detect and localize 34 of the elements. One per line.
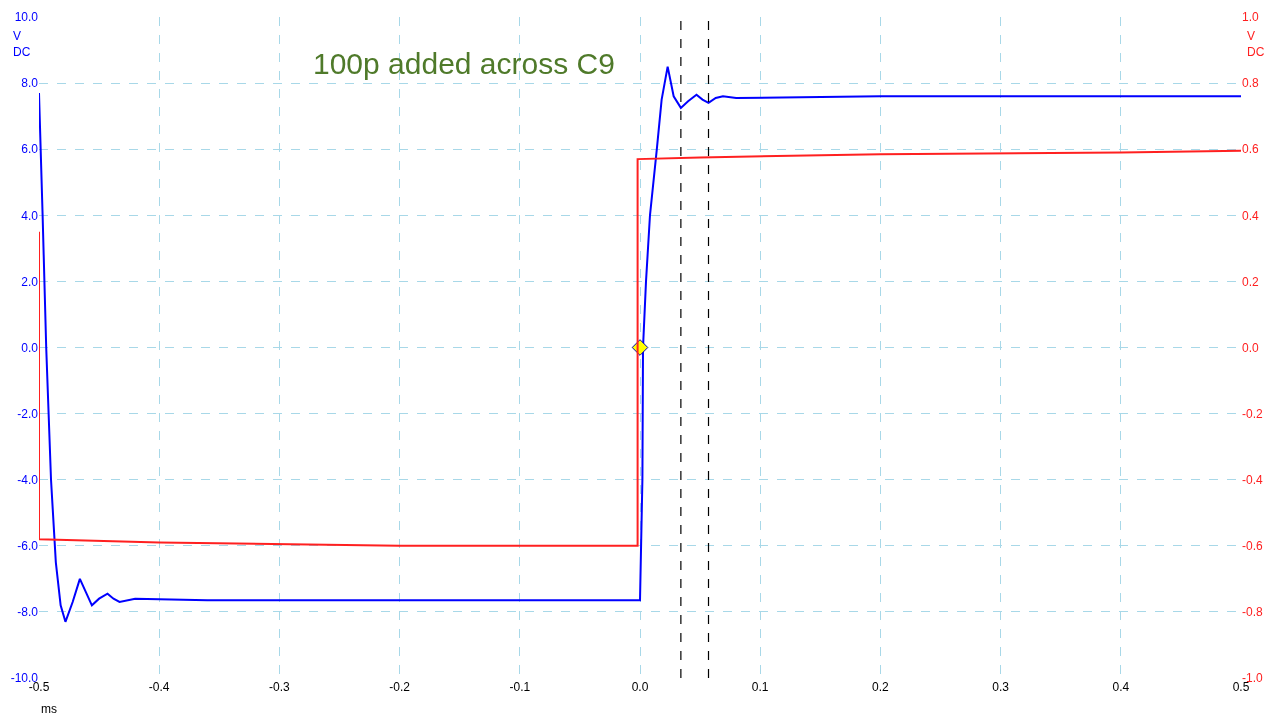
y-axis-title: V DC xyxy=(13,29,31,59)
y2-tick-label: 0.4 xyxy=(1242,208,1260,223)
y-tick-label: 6.0 xyxy=(21,142,39,157)
x-tick-label: -0.3 xyxy=(269,680,291,694)
y-tick-label: 10.0 xyxy=(14,10,39,25)
y-tick-label: 2.0 xyxy=(21,274,39,289)
x-tick-label: -0.1 xyxy=(509,680,531,694)
x-tick-label: 0.3 xyxy=(992,680,1010,694)
y-tick-label: -8.0 xyxy=(17,605,39,620)
y2-tick-label: -0.4 xyxy=(1242,472,1263,487)
x-tick-label: 0.4 xyxy=(1112,680,1130,694)
y2-tick-label: 0.6 xyxy=(1242,142,1260,157)
y-tick-label: -6.0 xyxy=(17,539,39,553)
y-tick-label: 8.0 xyxy=(21,76,39,91)
y2-tick-label: -0.8 xyxy=(1242,605,1263,620)
line-series xyxy=(39,149,1241,547)
y2-tick-label: 1.0 xyxy=(1242,10,1260,25)
x-tick-label: 0.0 xyxy=(631,680,649,694)
y2-axis-title: V DC xyxy=(1247,29,1265,59)
y2-tick-label: -0.6 xyxy=(1242,539,1263,553)
y2-tick-label: 0.0 xyxy=(1242,340,1260,355)
y2-tick-label: 0.8 xyxy=(1242,76,1260,91)
x-tick-label: 0.2 xyxy=(872,680,890,694)
y2-tick-label: 0.2 xyxy=(1242,274,1260,289)
y2-tick-label: -0.2 xyxy=(1242,406,1263,421)
x-axis-title: ms xyxy=(41,702,57,716)
y-tick-label: -2.0 xyxy=(17,406,39,421)
x-tick-label: -0.4 xyxy=(148,680,170,694)
y-tick-label: -4.0 xyxy=(17,472,39,487)
x-tick-label: -0.2 xyxy=(389,680,411,694)
x-tick-label: 0.1 xyxy=(751,680,769,694)
y-tick-label: 4.0 xyxy=(21,208,39,223)
y-tick-label: 0.0 xyxy=(21,340,39,355)
annotation: 100p added across C9 xyxy=(313,47,615,80)
